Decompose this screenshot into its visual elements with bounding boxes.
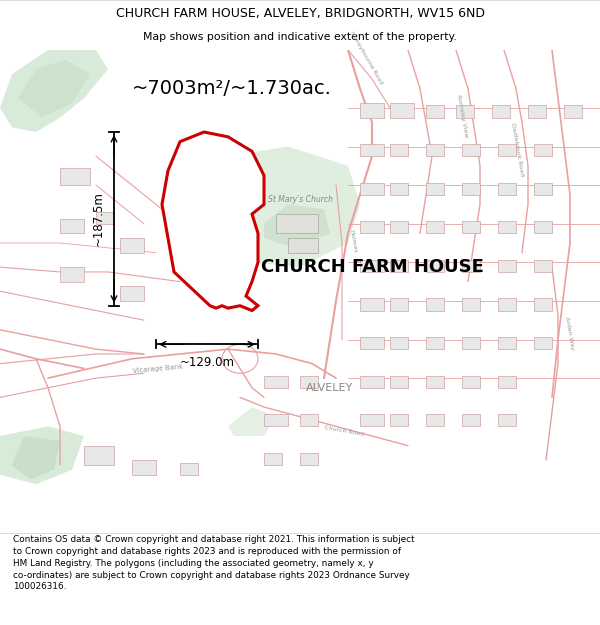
Text: Arden Way: Arden Way — [564, 316, 575, 350]
Polygon shape — [228, 407, 276, 436]
Bar — [462, 299, 480, 311]
Bar — [462, 221, 480, 233]
Bar — [120, 238, 144, 252]
Bar — [360, 337, 384, 349]
Bar — [120, 286, 144, 301]
Bar — [360, 221, 384, 233]
Bar — [492, 106, 510, 118]
Bar — [426, 376, 444, 388]
Bar — [60, 219, 84, 233]
Polygon shape — [18, 59, 90, 118]
Text: ~187.5m: ~187.5m — [92, 191, 105, 246]
Bar — [426, 106, 444, 118]
Text: ALVELEY: ALVELEY — [307, 382, 353, 392]
Bar — [462, 144, 480, 156]
Polygon shape — [264, 204, 330, 248]
Polygon shape — [162, 132, 264, 311]
Bar — [498, 260, 516, 272]
Bar — [534, 260, 552, 272]
Bar — [390, 221, 408, 233]
Text: Contains OS data © Crown copyright and database right 2021. This information is : Contains OS data © Crown copyright and d… — [13, 535, 415, 591]
Bar — [426, 182, 444, 195]
Bar — [498, 337, 516, 349]
Text: Map shows position and indicative extent of the property.: Map shows position and indicative extent… — [143, 32, 457, 43]
Bar — [564, 106, 582, 118]
Bar — [534, 182, 552, 195]
Bar — [390, 414, 408, 426]
Polygon shape — [0, 50, 108, 132]
Bar — [264, 414, 288, 426]
Text: Church Road: Church Road — [324, 425, 364, 437]
Bar — [360, 260, 384, 272]
Bar — [498, 221, 516, 233]
Text: ~129.0m: ~129.0m — [179, 356, 235, 369]
Bar — [462, 260, 480, 272]
Bar — [390, 260, 408, 272]
Bar — [390, 182, 408, 195]
Polygon shape — [210, 146, 360, 267]
Bar — [534, 299, 552, 311]
Bar — [426, 144, 444, 156]
Text: Holmes: Holmes — [348, 229, 357, 254]
Bar — [426, 260, 444, 272]
Bar — [390, 299, 408, 311]
Bar — [360, 182, 384, 195]
Bar — [498, 299, 516, 311]
Polygon shape — [12, 436, 60, 479]
Bar — [498, 144, 516, 156]
Bar — [426, 221, 444, 233]
Text: ~7003m²/~1.730ac.: ~7003m²/~1.730ac. — [132, 79, 332, 98]
Text: Honeybourne Road: Honeybourne Road — [349, 30, 383, 85]
Bar — [390, 337, 408, 349]
Bar — [426, 414, 444, 426]
Bar — [360, 414, 384, 426]
Bar — [300, 376, 318, 388]
Bar — [300, 453, 318, 465]
Bar — [498, 414, 516, 426]
Bar — [60, 168, 90, 185]
Bar — [288, 238, 318, 252]
Polygon shape — [0, 426, 84, 484]
Bar — [360, 103, 384, 118]
Bar — [96, 212, 114, 224]
Bar — [456, 106, 474, 118]
Bar — [462, 182, 480, 195]
Bar — [462, 414, 480, 426]
Bar — [528, 106, 546, 118]
Bar — [60, 267, 84, 282]
Bar — [534, 144, 552, 156]
Text: Romsley View: Romsley View — [456, 94, 469, 138]
Bar — [132, 460, 156, 474]
Bar — [390, 144, 408, 156]
Text: St Mary's Church: St Mary's Church — [268, 195, 332, 204]
Bar — [300, 414, 318, 426]
Text: CHURCH FARM HOUSE, ALVELEY, BRIDGNORTH, WV15 6ND: CHURCH FARM HOUSE, ALVELEY, BRIDGNORTH, … — [115, 8, 485, 21]
Bar — [360, 299, 384, 311]
Bar — [390, 103, 414, 118]
Bar — [498, 376, 516, 388]
Bar — [534, 337, 552, 349]
Text: Dadlebrook Road: Dadlebrook Road — [510, 122, 524, 176]
Bar — [426, 337, 444, 349]
Bar — [84, 446, 114, 465]
Bar — [264, 453, 282, 465]
Bar — [462, 376, 480, 388]
Bar — [360, 376, 384, 388]
Bar — [276, 214, 318, 233]
Bar — [534, 221, 552, 233]
Bar — [426, 299, 444, 311]
Bar — [360, 144, 384, 156]
Bar — [264, 376, 288, 388]
Bar — [180, 462, 198, 474]
Text: Vicarage Bank: Vicarage Bank — [132, 364, 183, 374]
Bar — [462, 337, 480, 349]
Text: CHURCH FARM HOUSE: CHURCH FARM HOUSE — [260, 258, 484, 276]
Bar — [390, 376, 408, 388]
Bar — [498, 182, 516, 195]
